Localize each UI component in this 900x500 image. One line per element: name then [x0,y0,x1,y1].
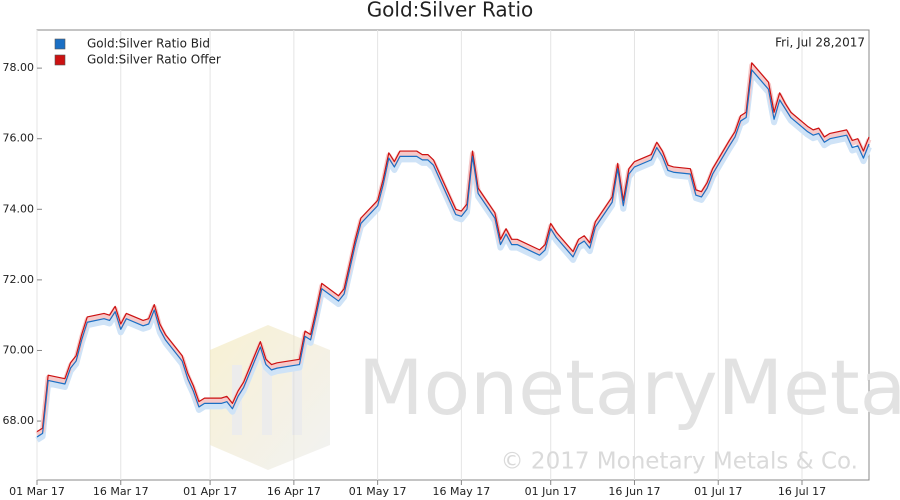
x-tick-label: 16 Apr 17 [267,485,321,498]
legend-swatch [54,54,66,66]
x-tick-label: 01 Mar 17 [9,485,65,498]
legend-label: Gold:Silver Ratio Bid [87,37,210,51]
series-line [36,62,870,433]
x-tick-label: 01 Apr 17 [183,485,237,498]
x-tick-label: 16 Jul 17 [778,485,826,498]
x-tick-label: 01 Jun 17 [525,485,577,498]
y-tick-label: 72.00 [3,273,35,286]
legend: Gold:Silver Ratio Bid Gold:Silver Ratio O… [54,37,221,67]
legend-label: Gold:Silver Ratio Offer [87,53,221,67]
x-tick-label: 16 May 17 [433,485,491,498]
copyright: © 2017 Monetary Metals & Co. [501,449,858,475]
x-tick-label: 01 May 17 [349,485,407,498]
series-shade [35,62,872,437]
y-tick-label: 70.00 [3,343,35,356]
y-tick-label: 76.00 [3,132,35,145]
x-tick-label: 16 Mar 17 [93,485,149,498]
x-tick-label: 16 Jun 17 [608,485,660,498]
series-line [36,69,870,438]
y-tick-label: 74.00 [3,202,35,215]
legend-swatch [54,38,66,50]
plot-frame [36,29,870,481]
y-tick-label: 68.00 [3,414,35,427]
y-tick-label: 78.00 [3,61,35,74]
date-label: Fri, Jul 28,2017 [775,36,865,50]
x-tick-label: 01 Jul 17 [694,485,742,498]
chart-title: Gold:Silver Ratio [367,0,534,22]
